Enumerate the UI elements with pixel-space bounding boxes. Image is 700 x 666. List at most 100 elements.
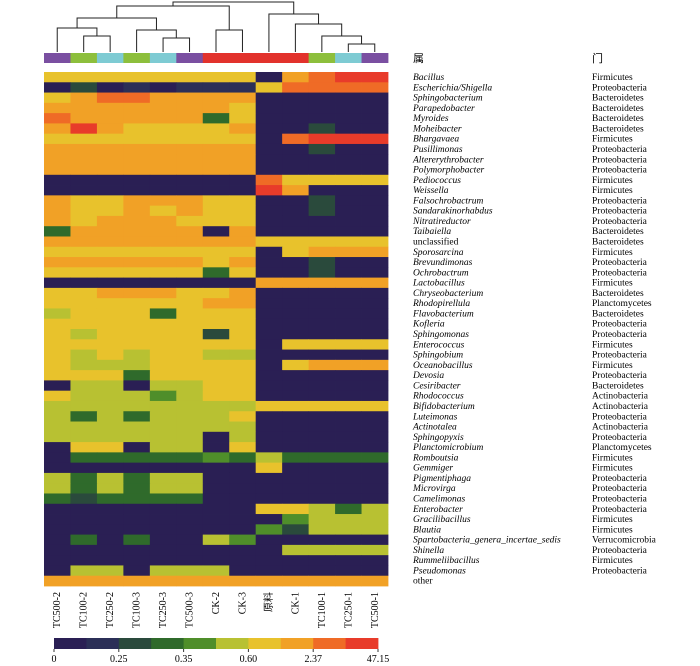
heatmap-cell [308, 421, 336, 433]
heatmap-cell [70, 92, 98, 104]
heatmap-cell [123, 524, 151, 535]
heatmap-cell [202, 102, 230, 114]
heatmap-cell [255, 359, 283, 371]
heatmap-cell [44, 102, 71, 114]
heatmap-cell [202, 380, 230, 392]
heatmap-cell [123, 349, 151, 361]
heatmap-cell [96, 318, 124, 330]
heatmap-cell [361, 123, 389, 135]
heatmap-cell [149, 267, 177, 278]
heatmap-cell [176, 164, 204, 176]
heatmap-cell [96, 421, 124, 433]
heatmap-cell [282, 472, 310, 484]
heatmap-cell [361, 544, 389, 556]
heatmap-cell [176, 524, 204, 535]
heatmap-cell [335, 452, 362, 464]
group-swatch [176, 53, 204, 63]
heatmap-cell [229, 390, 257, 402]
phylum-label: Bacteroidetes [592, 227, 644, 237]
heatmap-cell [149, 205, 177, 217]
phylum-label: Proteobacteria [592, 330, 648, 340]
heatmap-cell [229, 185, 257, 196]
heatmap-cell [229, 174, 257, 186]
heatmap-cell [361, 411, 389, 422]
column-label: TC250-2 [105, 592, 116, 628]
heatmap-cell [202, 503, 230, 515]
heatmap-cell [308, 236, 336, 248]
heatmap-cell [361, 565, 389, 577]
heatmap-cell [308, 565, 336, 577]
heatmap-cell [282, 174, 310, 186]
heatmap-cell [255, 329, 283, 340]
heatmap-cell [282, 123, 310, 135]
heatmap-cell [229, 359, 257, 371]
heatmap-cell [149, 400, 177, 412]
heatmap-cell [176, 442, 204, 453]
heatmap-cell [96, 164, 124, 176]
phylum-label: Firmicutes [592, 248, 633, 258]
phylum-label: Planctomycetes [592, 443, 652, 453]
heatmap-cell [229, 544, 257, 556]
group-swatch [335, 53, 362, 63]
heatmap-cell [335, 174, 362, 186]
heatmap-cell [149, 349, 177, 361]
heatmap-cell [44, 215, 71, 227]
heatmap-cell [70, 123, 98, 135]
heatmap-cell [308, 123, 336, 135]
row-label: Oceanobacillus [413, 361, 473, 371]
heatmap-cell [149, 123, 177, 135]
heatmap-cell [282, 226, 310, 237]
heatmap-cell [70, 133, 98, 145]
heatmap-cell [282, 287, 310, 299]
heatmap-cell [255, 195, 283, 207]
heatmap-cell [176, 82, 204, 93]
heatmap-cell [202, 565, 230, 577]
row-label: Moheibacter [412, 124, 462, 134]
row-label: other [413, 577, 433, 587]
heatmap-cell [44, 82, 71, 93]
heatmap-cell [229, 534, 257, 546]
heatmap-cell [282, 318, 310, 330]
heatmap-cell [229, 123, 257, 135]
heatmap-cell [123, 102, 151, 114]
heatmap-cell [308, 298, 336, 309]
heatmap-cell [96, 267, 124, 278]
heatmap-cell [123, 174, 151, 186]
row-label: Altererythrobacter [412, 155, 484, 165]
row-label: Pusillimonas [412, 145, 463, 155]
heatmap-cell [96, 246, 124, 258]
group-swatch [308, 53, 336, 63]
group-swatch [229, 53, 257, 63]
heatmap-cell [229, 298, 257, 309]
heatmap-cell [255, 503, 283, 515]
row-label: Parapedobacter [412, 104, 475, 114]
heatmap-cell [70, 143, 98, 155]
legend-tick-label: 0.35 [175, 654, 193, 665]
heatmap-cell [335, 483, 362, 494]
heatmap-cell [123, 72, 151, 83]
heatmap-cell [123, 359, 151, 371]
heatmap-cell [229, 349, 257, 361]
heatmap-cell [255, 534, 283, 546]
phylum-label: Firmicutes [592, 453, 633, 463]
column-label: TC250-3 [158, 592, 169, 628]
heatmap-cell [255, 421, 283, 433]
column-label: TC100-2 [79, 592, 90, 628]
group-swatch [255, 53, 283, 63]
heatmap-cell [255, 349, 283, 361]
heatmap-cell [229, 257, 257, 268]
heatmap-cell [308, 370, 336, 381]
heatmap-cell [335, 421, 362, 433]
heatmap-cell [96, 565, 124, 577]
phylum-label: Firmicutes [592, 525, 633, 535]
column-label: CK-1 [290, 592, 301, 614]
heatmap-cell [176, 390, 204, 402]
heatmap-cell [176, 544, 204, 556]
heatmap-cell [335, 205, 362, 217]
heatmap-cell [282, 431, 310, 443]
heatmap-cell [123, 575, 151, 587]
heatmap-cell [123, 493, 151, 505]
heatmap-cell [149, 195, 177, 207]
heatmap-cell [282, 493, 310, 505]
heatmap-cell [176, 236, 204, 248]
